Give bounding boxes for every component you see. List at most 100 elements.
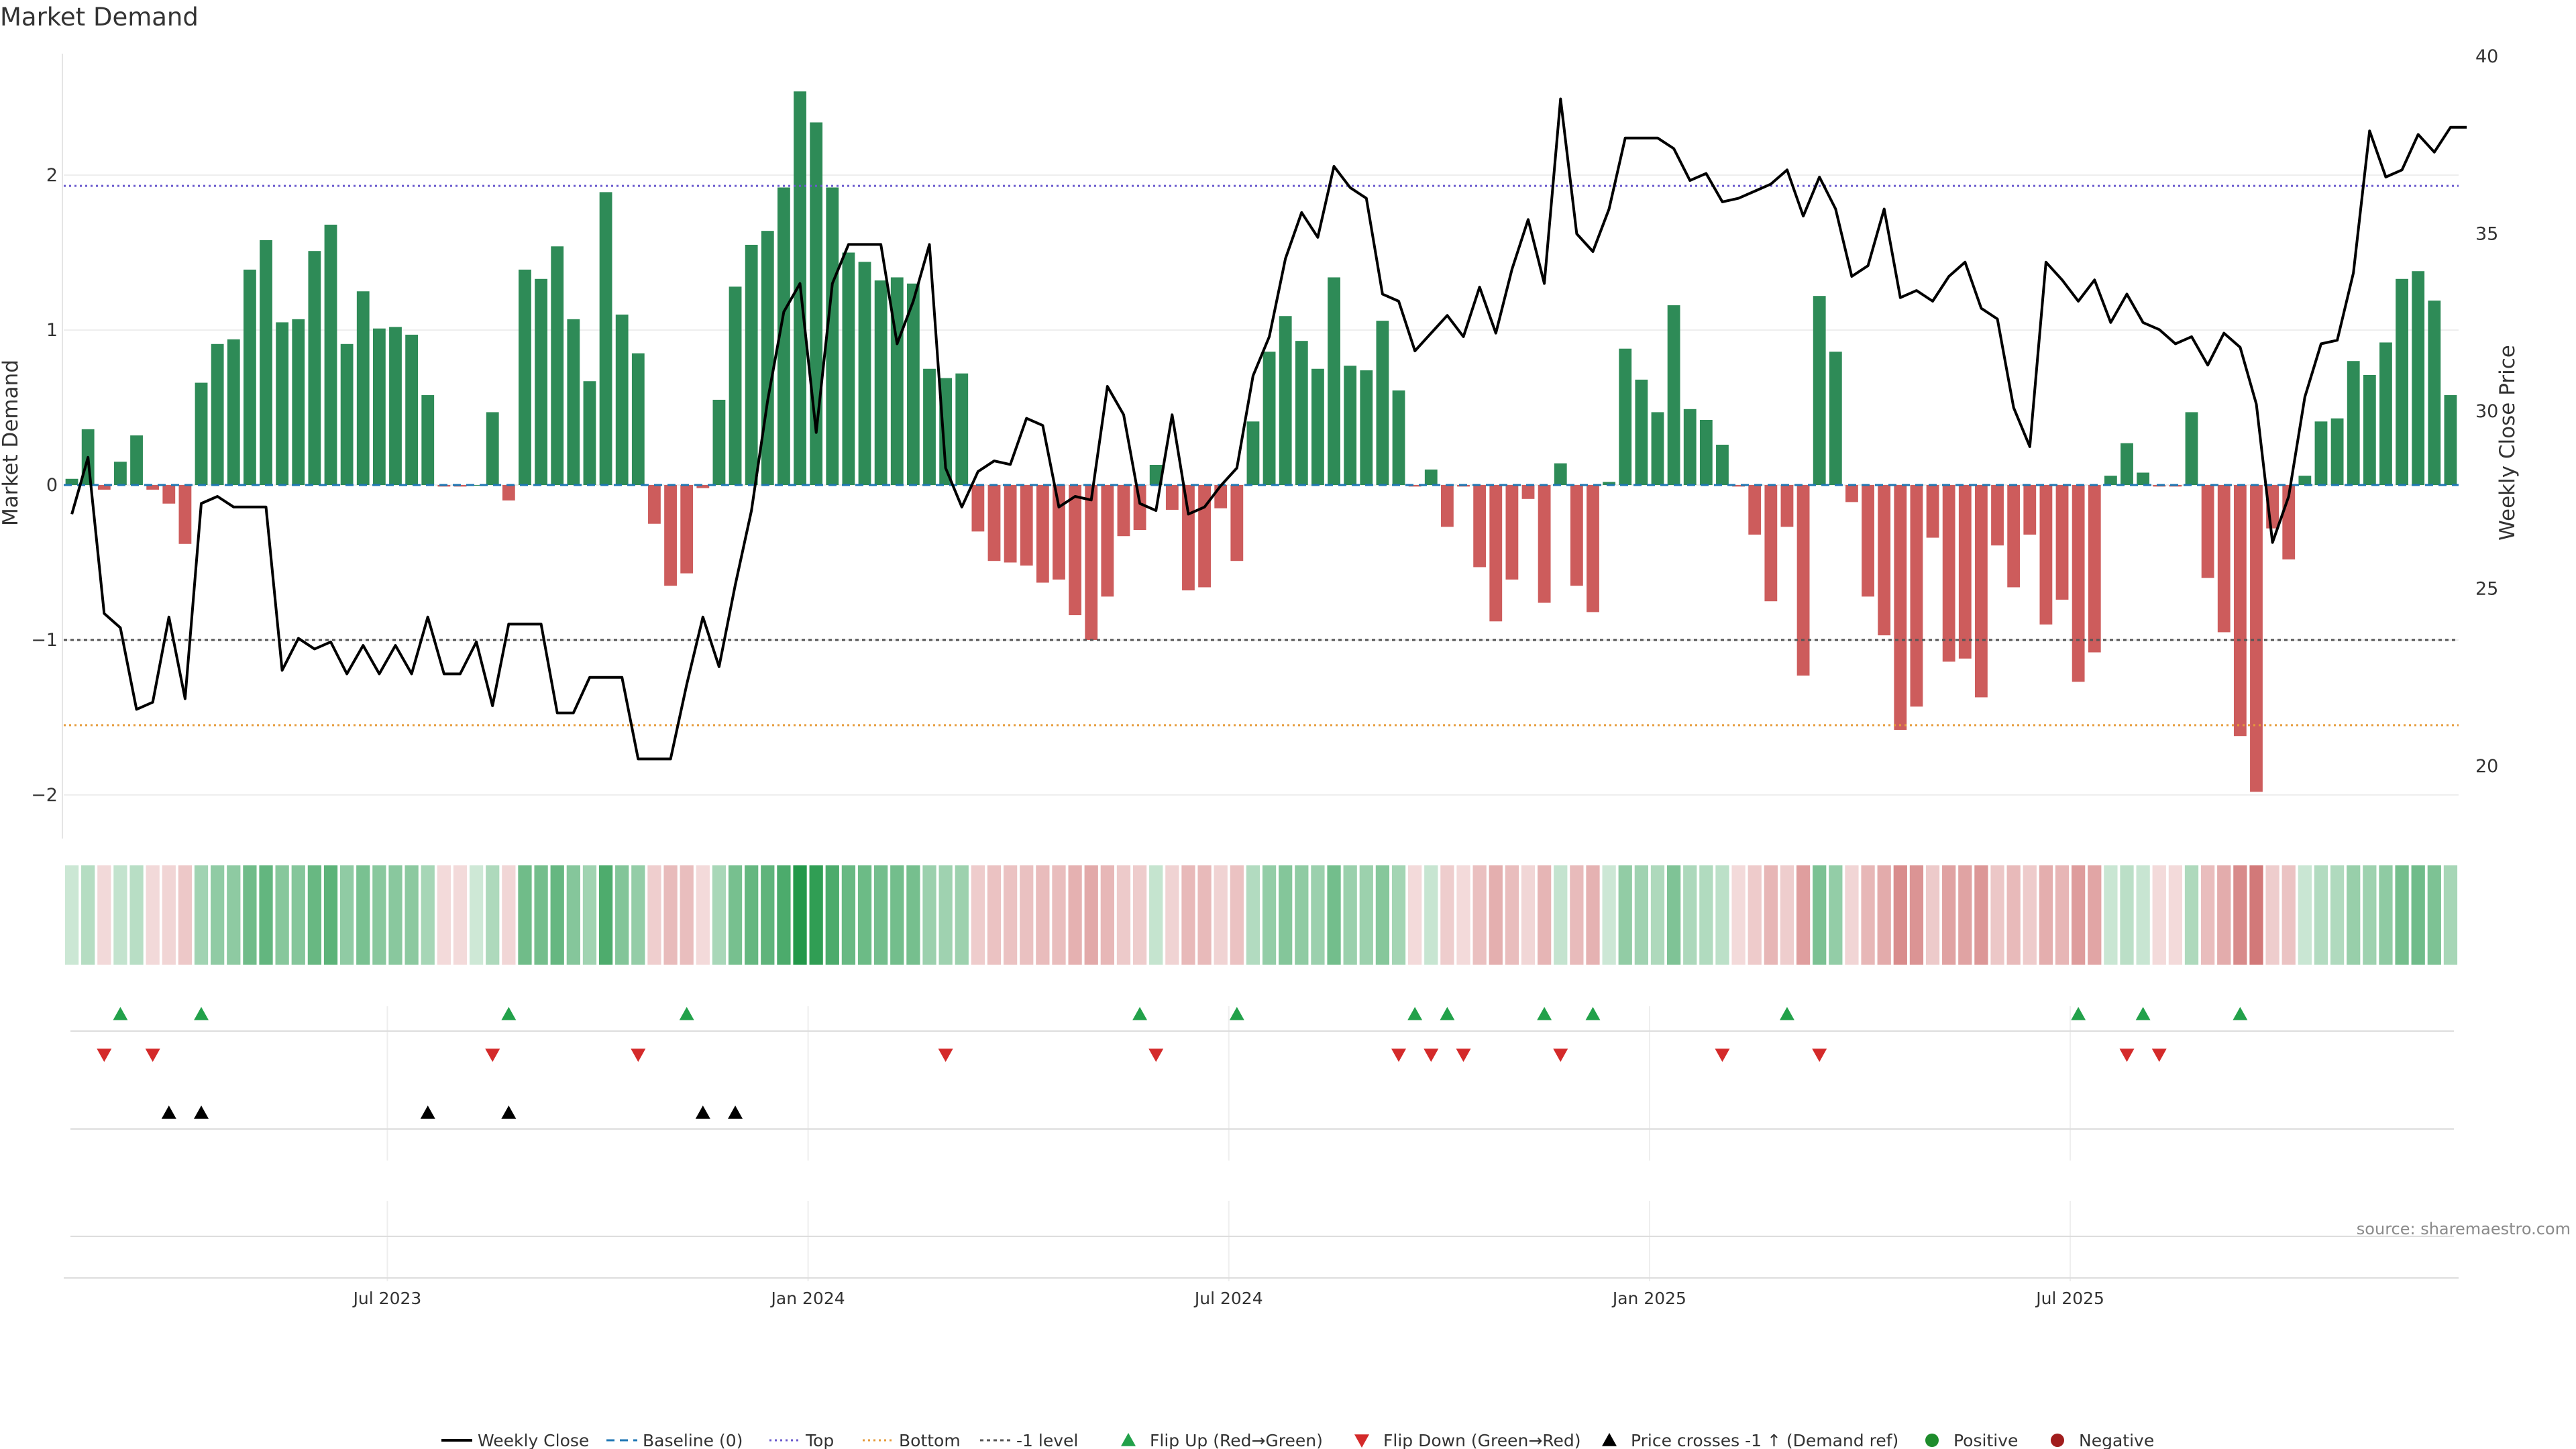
demand-bar (2104, 476, 2117, 485)
heat-cell (2088, 865, 2102, 965)
legend-label: Bottom (899, 1431, 961, 1449)
demand-bar (906, 283, 920, 485)
demand-bar (680, 485, 694, 574)
heat-cell (2055, 865, 2070, 965)
demand-bar (421, 395, 435, 485)
heat-cell (291, 865, 305, 965)
demand-bar (599, 192, 612, 485)
demand-bar (858, 262, 871, 485)
demand-bar (1554, 463, 1567, 485)
demand-bar (372, 328, 386, 485)
y2-tick-label: 35 (2475, 224, 2498, 245)
heat-cell (323, 865, 338, 965)
heat-cell (437, 865, 451, 965)
heat-cell (1100, 865, 1114, 965)
demand-bar (1085, 485, 1098, 640)
heat-cell (534, 865, 548, 965)
demand-bar (2330, 418, 2344, 485)
demand-bar (955, 373, 969, 485)
demand-bar (389, 327, 402, 485)
heat-cell (1715, 865, 1729, 965)
heat-cell (1375, 865, 1390, 965)
demand-bar (1958, 485, 1972, 659)
heat-cell (745, 865, 759, 965)
legend-positive-swatch (1925, 1434, 1939, 1447)
flip-up-marker (194, 1007, 209, 1020)
heat-cell (971, 865, 985, 965)
heat-cell (1295, 865, 1309, 965)
demand-bar (211, 343, 224, 485)
flip-up-marker (1585, 1007, 1601, 1020)
demand-bar (356, 291, 370, 485)
demand-bar (1408, 485, 1421, 487)
price-cross-marker (501, 1106, 517, 1119)
demand-bar (1344, 366, 1357, 485)
heat-cell (1666, 865, 1681, 965)
demand-bar (1748, 485, 1762, 535)
demand-bar (2023, 485, 2037, 535)
demand-bar (114, 462, 127, 485)
heat-cell (2314, 865, 2328, 965)
heat-cell (2136, 865, 2150, 965)
demand-bar (1732, 485, 1745, 487)
demand-bar (1667, 305, 1680, 485)
heat-cell (2411, 865, 2425, 965)
legend-negative-swatch (2051, 1434, 2064, 1447)
heat-cell (421, 865, 435, 965)
heat-cell (2217, 865, 2231, 965)
heat-cell (615, 865, 629, 965)
flip-up-marker (1440, 1007, 1455, 1020)
flip-down-marker (1391, 1049, 1407, 1062)
heat-cell (2152, 865, 2166, 965)
demand-bar (2007, 485, 2021, 588)
heat-cell (2330, 865, 2345, 965)
demand-bar (2379, 342, 2392, 485)
heat-cell (259, 865, 273, 965)
demand-bar (1117, 485, 1130, 537)
heat-cell (486, 865, 500, 965)
price-cross-marker (161, 1106, 176, 1119)
flip-down-marker (1456, 1049, 1471, 1062)
demand-bar (1376, 321, 1389, 485)
flip-down-marker (938, 1049, 953, 1062)
heat-cell (113, 865, 127, 965)
demand-bar (1845, 485, 1858, 502)
heat-cell (1279, 865, 1293, 965)
heat-cell (1359, 865, 1373, 965)
heat-cell (1586, 865, 1600, 965)
demand-bar (1910, 485, 1923, 707)
demand-bar (1603, 482, 1616, 485)
heat-cell (502, 865, 516, 965)
demand-bar (2298, 476, 2312, 485)
demand-bar (2121, 443, 2133, 485)
demand-bar (987, 485, 1001, 561)
demand-bar (2137, 472, 2150, 485)
legend: Weekly Close Baseline (0) Top Bottom -1 leve… (441, 1431, 2154, 1449)
heat-cell (162, 865, 176, 965)
heat-cell (582, 865, 597, 965)
demand-bar (1926, 485, 1939, 538)
flip-up-marker (2135, 1007, 2151, 1020)
demand-bar (696, 485, 710, 488)
heat-cell (1829, 865, 1843, 965)
heat-cell (2249, 865, 2263, 965)
heat-cell (2039, 865, 2053, 965)
demand-bar (2201, 485, 2214, 578)
price-cross-marker (728, 1106, 743, 1119)
x-tick-label: Jul 2023 (352, 1289, 422, 1308)
flip-up-marker (501, 1007, 517, 1020)
demand-bar (2039, 485, 2053, 625)
x-tick-label: Jul 2024 (1193, 1289, 1263, 1308)
heat-cell (2443, 865, 2458, 965)
heat-cell (2427, 865, 2441, 965)
weekly-close-line (70, 97, 2467, 761)
demand-bar (777, 187, 790, 485)
demand-bar (761, 231, 774, 485)
legend-price-cross-swatch (1602, 1433, 1617, 1446)
legend-label: Positive (1953, 1431, 2018, 1449)
heat-cell (1764, 865, 1778, 965)
heat-cell (1311, 865, 1325, 965)
heat-cell (1796, 865, 1811, 965)
heat-cell (1197, 865, 1212, 965)
demand-bar (195, 382, 208, 485)
